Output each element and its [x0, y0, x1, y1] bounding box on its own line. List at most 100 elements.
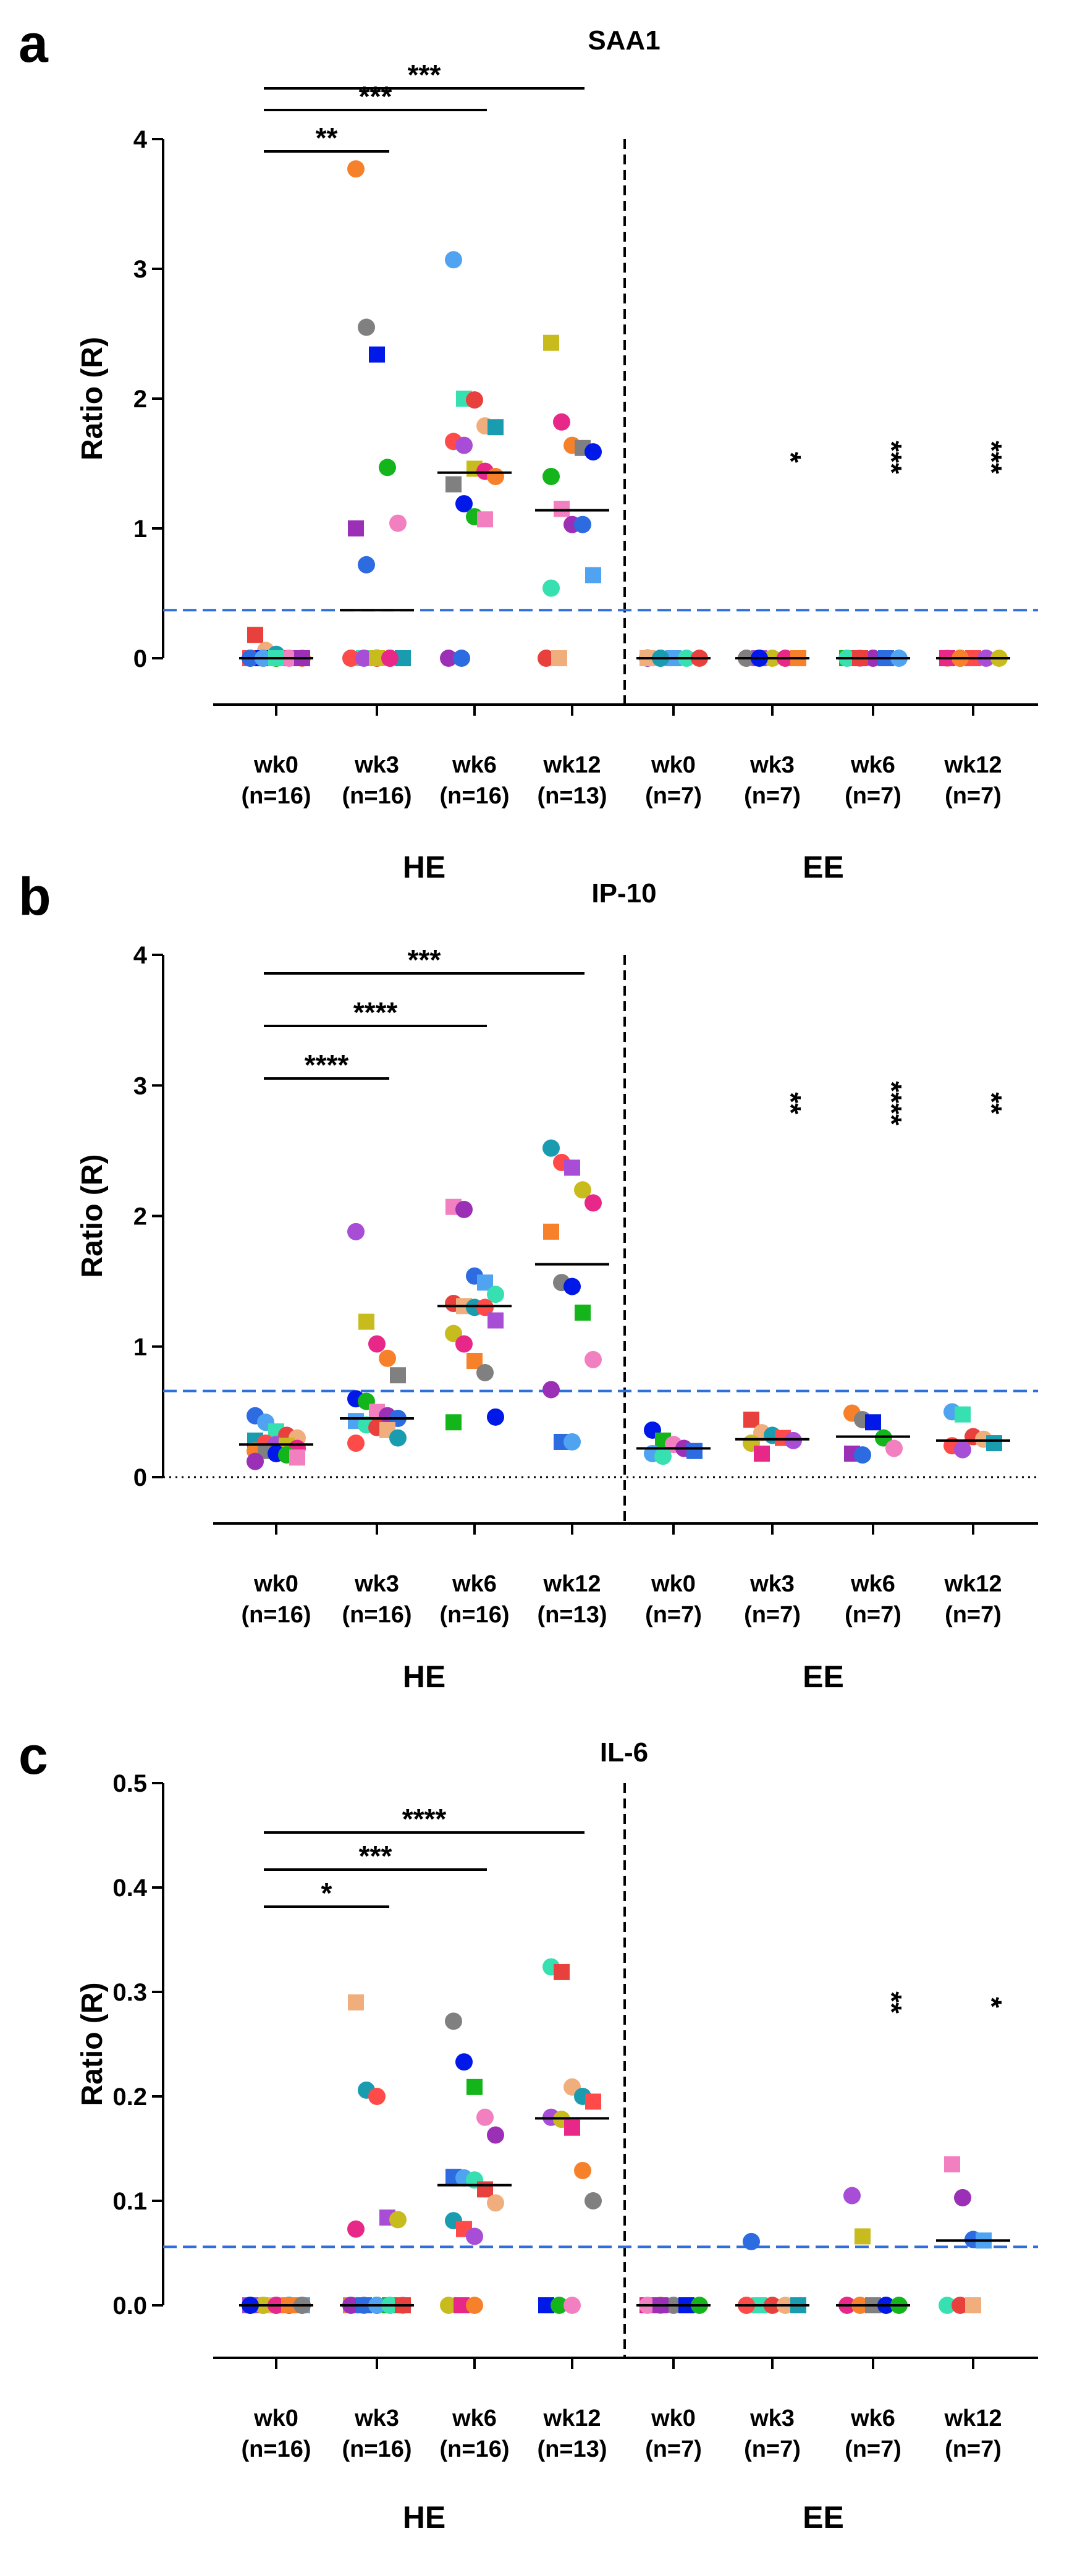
ee-significance-label: **** — [876, 1081, 908, 1125]
data-point-square — [348, 1994, 364, 2010]
y-axis-label: Ratio (R) — [76, 1983, 109, 2106]
data-point-circle — [347, 2220, 365, 2238]
significance-label: **** — [402, 1803, 447, 1835]
x-tick-label: wk12 — [944, 1571, 1002, 1597]
data-point-circle — [785, 1431, 802, 1449]
data-point-circle — [368, 1335, 386, 1353]
data-point-circle — [542, 1381, 560, 1399]
group-label-ee: EE — [803, 1659, 844, 1694]
panel-letter: a — [19, 14, 49, 74]
y-tick-label: 0 — [133, 645, 147, 672]
y-axis-label: Ratio (R) — [76, 337, 109, 460]
data-point-square — [554, 501, 570, 517]
x-tick-n-label: (n=16) — [342, 783, 412, 809]
panel-c: c IL-6 Ratio (R) 0.0 0.1 0.2 0.3 0.4 0.5 wk0 (n=16… — [19, 1726, 1038, 2535]
x-tick-n-label: (n=16) — [342, 1602, 412, 1628]
data-point-square — [477, 2181, 493, 2198]
data-point-square — [855, 2228, 871, 2245]
x-tick-n-label: (n=16) — [242, 783, 311, 809]
data-point-square — [466, 2078, 483, 2095]
data-point-circle — [585, 1194, 602, 1212]
panel-letter: c — [19, 1726, 48, 1786]
data-point-square — [944, 2156, 960, 2172]
y-tick-label: 4 — [133, 942, 148, 969]
y-tick-label: 3 — [133, 1072, 147, 1099]
data-point-square — [743, 1412, 759, 1428]
data-point-circle — [585, 443, 602, 461]
ee-significance-label: *** — [876, 441, 908, 474]
data-point-circle — [952, 2297, 969, 2314]
significance-label: **** — [305, 1049, 349, 1081]
data-point-circle — [563, 1433, 581, 1451]
data-point-square — [543, 334, 559, 351]
data-point-square — [585, 2093, 601, 2110]
x-tick-label: wk3 — [749, 2405, 795, 2431]
x-tick-n-label: (n=7) — [645, 783, 702, 809]
data-point-circle — [455, 1200, 473, 1218]
data-point-circle — [358, 318, 375, 336]
ee-significance-label: *** — [976, 441, 1008, 474]
data-point-circle — [247, 1452, 264, 1470]
data-point-circle — [563, 1277, 581, 1295]
x-tick-label: wk0 — [651, 1571, 696, 1597]
y-tick-label: 3 — [133, 256, 147, 283]
y-tick-label: 4 — [133, 126, 148, 153]
x-tick-n-label: (n=7) — [845, 783, 901, 809]
data-point-circle — [389, 514, 407, 532]
significance-label: *** — [408, 59, 441, 91]
x-tick-label: wk0 — [253, 752, 298, 778]
panel-title: IL-6 — [600, 1737, 648, 1768]
data-point-circle — [445, 2012, 462, 2030]
data-point-square — [551, 650, 567, 666]
group-label-he: HE — [403, 850, 445, 884]
y-axis-label: Ratio (R) — [76, 1155, 109, 1278]
x-tick-label: wk3 — [354, 1571, 399, 1597]
panel-title: SAA1 — [588, 25, 660, 56]
data-point-square — [487, 1312, 504, 1329]
panel-title: IP-10 — [591, 878, 656, 909]
data-point-circle — [389, 1429, 407, 1447]
x-tick-label: wk12 — [543, 1571, 601, 1597]
x-tick-n-label: (n=16) — [440, 2436, 510, 2462]
x-tick-n-label: (n=7) — [645, 2436, 702, 2462]
x-tick-label: wk0 — [253, 2405, 298, 2431]
data-point-square — [865, 1414, 881, 1431]
data-point-circle — [542, 579, 560, 597]
data-point-square — [487, 419, 504, 436]
data-point-square — [585, 567, 601, 583]
significance-label: *** — [408, 944, 441, 976]
data-point-circle — [347, 1222, 365, 1240]
y-tick-label: 0.5 — [112, 1770, 147, 1797]
data-point-circle — [445, 251, 462, 269]
data-point-circle — [954, 2188, 971, 2206]
x-tick-label: wk3 — [749, 752, 795, 778]
data-point-circle — [939, 2297, 956, 2314]
significance-label: * — [321, 1877, 332, 1909]
ee-significance-label: ** — [976, 1092, 1008, 1114]
data-point-circle — [381, 650, 399, 667]
data-point-square — [348, 520, 364, 536]
data-point-square — [554, 1964, 570, 1980]
significance-label: *** — [359, 80, 392, 112]
data-point-square — [445, 1414, 462, 1431]
ee-significance-label: ** — [775, 1092, 807, 1114]
y-tick-label: 0.4 — [112, 1875, 147, 1902]
data-point-circle — [538, 650, 555, 667]
data-point-circle — [455, 2053, 473, 2071]
x-tick-label: wk6 — [452, 752, 497, 778]
y-tick-label: 0.2 — [112, 2083, 147, 2111]
data-point-circle — [342, 650, 360, 667]
group-label-he: HE — [403, 2500, 445, 2535]
data-point-circle — [542, 468, 560, 485]
data-point-circle — [585, 2192, 602, 2210]
ee-significance-label: ** — [876, 1991, 908, 2014]
x-tick-n-label: (n=7) — [845, 1602, 901, 1628]
data-point-circle — [347, 160, 365, 178]
group-label-he: HE — [403, 1659, 445, 1694]
data-point-square — [575, 1304, 591, 1321]
data-point-circle — [440, 2297, 457, 2314]
y-tick-label: 0.1 — [112, 2188, 147, 2215]
significance-label: **** — [353, 996, 398, 1028]
data-point-circle — [585, 1350, 602, 1368]
